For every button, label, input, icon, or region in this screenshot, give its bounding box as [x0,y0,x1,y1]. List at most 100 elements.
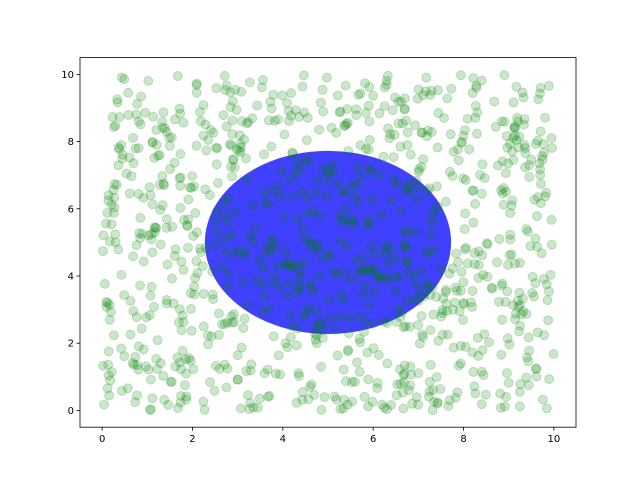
scatter-point [322,191,333,202]
scatter-point [341,376,352,387]
scatter-point [286,110,297,121]
scatter-point [477,250,488,261]
scatter-point [404,321,415,332]
scatter-point [360,143,371,154]
scatter-point [363,401,374,412]
scatter-point [530,138,541,149]
scatter-point [439,112,450,123]
scatter-point [186,304,197,315]
scatter-point [325,251,336,262]
scatter-point [329,391,340,402]
scatter-point [433,107,444,118]
scatter-point [270,368,281,379]
scatter-point [199,404,210,415]
scatter-point [393,96,404,107]
scatter-point [113,160,124,171]
scatter-point [266,141,277,152]
scatter-point [292,213,303,224]
scatter-point [154,150,165,161]
scatter-point [250,223,261,234]
scatter-point [123,87,134,98]
scatter-point [328,166,339,177]
scatter-point [416,127,427,138]
scatter-point [343,328,354,339]
scatter-point [305,278,316,289]
scatter-point [106,219,117,230]
scatter-point [468,217,479,228]
scatter-point [198,288,209,299]
scatter-point [484,337,495,348]
scatter-point [425,325,436,336]
scatter-point [237,116,248,127]
scatter-point [333,179,344,190]
scatter-point [353,269,364,280]
scatter-point [311,306,322,317]
scatter-point [502,259,513,270]
scatter-point [315,318,326,329]
scatter-point [149,227,160,238]
scatter-point [444,395,455,406]
scatter-point [348,214,359,225]
scatter-point [241,300,252,311]
scatter-point [239,134,250,145]
scatter-point [244,403,255,414]
scatter-point [525,241,536,252]
scatter-point [290,105,301,116]
scatter-point [462,258,473,269]
scatter-point [331,269,342,280]
scatter-point [244,77,255,88]
scatter-point [178,264,189,275]
scatter-point [538,273,549,284]
scatter-point [225,102,236,113]
scatter-point [264,390,275,401]
scatter-point [263,199,274,210]
scatter-point [328,266,339,277]
scatter-point [351,357,362,368]
scatter-point [146,234,157,245]
scatter-point [340,203,351,214]
scatter-point [519,139,530,150]
scatter-point [360,78,371,89]
scatter-point [165,164,176,175]
scatter-point [149,222,160,233]
scatter-point [183,194,194,205]
y-tick-label: 0 [68,406,74,417]
scatter-point [531,371,542,382]
scatter-point [211,206,222,217]
scatter-point [411,175,422,186]
scatter-point [344,313,355,324]
scatter-point [422,249,433,260]
scatter-point [411,392,422,403]
scatter-point [543,286,554,297]
scatter-point [113,142,124,153]
scatter-point [391,390,402,401]
scatter-point [362,347,373,358]
scatter-point [544,374,555,385]
scatter-point [175,180,186,191]
scatter-point [513,302,524,313]
scatter-point [413,164,424,175]
scatter-point [460,175,471,186]
scatter-point [161,295,172,306]
scatter-point [172,352,183,363]
scatter-point [414,286,425,297]
scatter-point [201,145,212,156]
scatter-point [297,81,308,92]
scatter-point [471,128,482,139]
scatter-point [203,339,214,350]
scatter-point [532,327,543,338]
scatter-point [191,227,202,238]
scatter-point [300,154,311,165]
scatter-point [116,140,127,151]
scatter-point [425,90,436,101]
scatter-point [401,243,412,254]
scatter-point [321,72,332,83]
scatter-point [372,274,383,285]
scatter-point [515,379,526,390]
scatter-point [458,297,469,308]
scatter-point [382,317,393,328]
scatter-point [457,314,468,325]
scatter-point [482,271,493,282]
scatter-point [158,370,169,381]
scatter-point [211,159,222,170]
